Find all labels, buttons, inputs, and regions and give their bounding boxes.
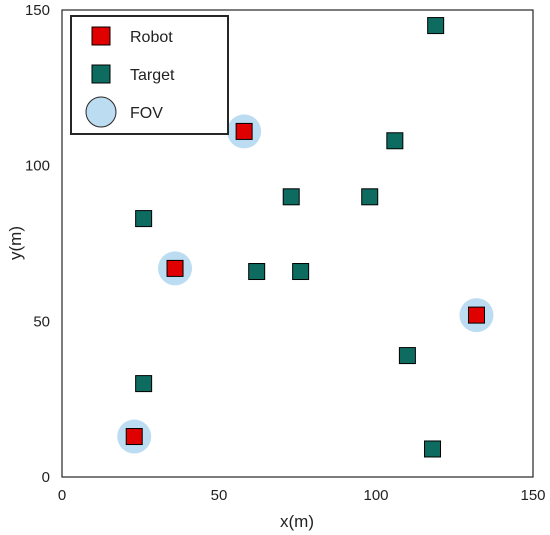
target-layer xyxy=(135,17,445,458)
target-marker-7 xyxy=(398,347,416,365)
target-marker-1 xyxy=(386,132,404,150)
robot-marker-1 xyxy=(166,259,184,277)
x-tick-label: 50 xyxy=(211,487,228,504)
y-tick-label: 100 xyxy=(25,158,50,175)
legend-robot-label: Robot xyxy=(130,29,173,46)
target-marker-2 xyxy=(282,188,300,206)
y-tick-label: 150 xyxy=(25,2,50,19)
x-tick-labels: 0 50 100 150 xyxy=(58,487,546,504)
legend: Robot Target FOV xyxy=(70,15,229,135)
legend-target-swatch xyxy=(91,64,111,84)
legend-fov-swatch xyxy=(85,96,117,128)
x-axis-title: x(m) xyxy=(280,512,314,531)
legend-target-label: Target xyxy=(130,67,175,84)
target-marker-0 xyxy=(427,17,445,35)
y-tick-label: 50 xyxy=(33,313,50,330)
target-marker-9 xyxy=(424,440,442,458)
x-tick-label: 0 xyxy=(58,487,66,504)
robot-marker-3 xyxy=(125,428,143,446)
legend-fov-label: FOV xyxy=(130,105,163,122)
x-tick-label: 100 xyxy=(363,487,388,504)
robot-layer xyxy=(125,122,485,446)
x-tick-label: 150 xyxy=(520,487,545,504)
robot-marker-0 xyxy=(235,122,253,140)
legend-robot-swatch xyxy=(91,26,111,46)
target-marker-3 xyxy=(361,188,379,206)
y-tick-label: 0 xyxy=(42,469,50,486)
robot-marker-2 xyxy=(467,306,485,324)
y-tick-labels: 0 50 100 150 xyxy=(25,2,50,486)
target-marker-5 xyxy=(248,263,266,281)
target-marker-4 xyxy=(135,210,153,228)
target-marker-8 xyxy=(135,375,153,393)
target-marker-6 xyxy=(292,263,310,281)
y-axis-title: y(m) xyxy=(6,226,25,260)
